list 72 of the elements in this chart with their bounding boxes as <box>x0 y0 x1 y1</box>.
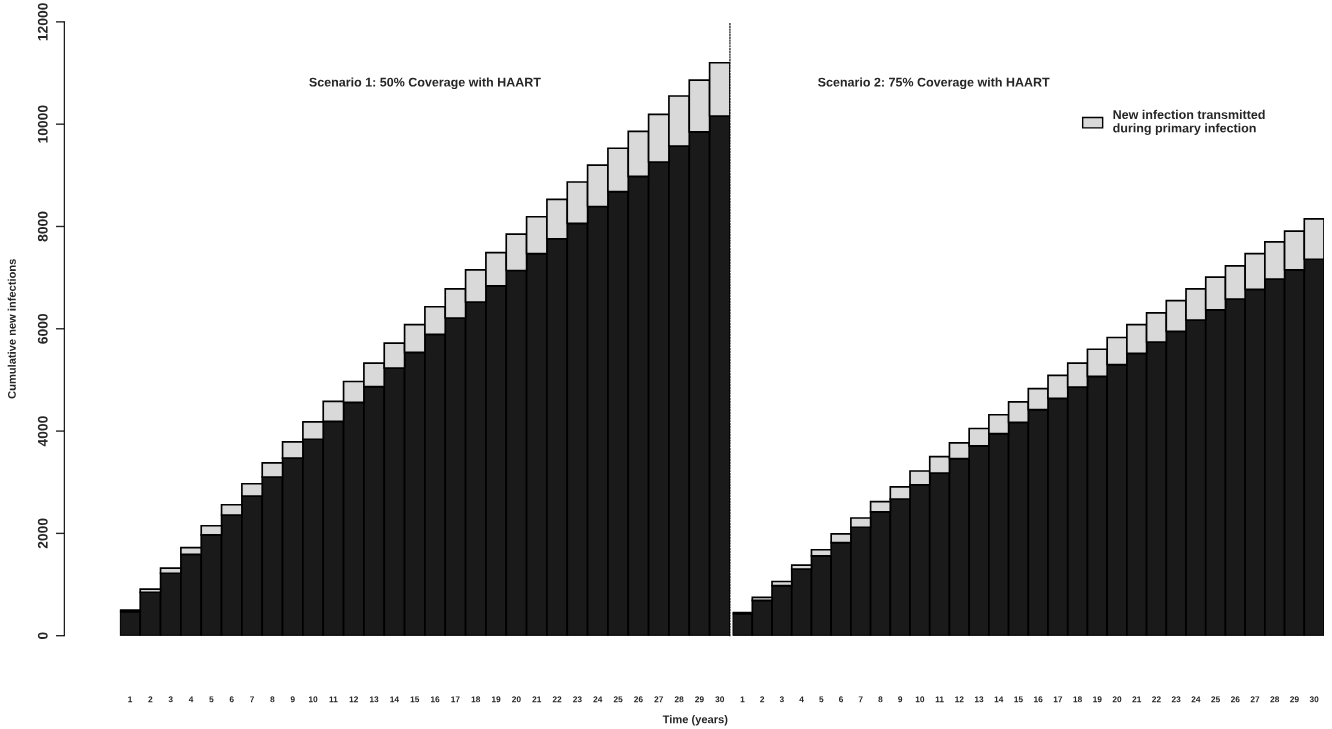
x-tick-label: 9 <box>898 696 903 703</box>
x-tick-label: 11 <box>329 696 338 703</box>
x-tick-label: 26 <box>634 696 643 703</box>
x-tick-label: 23 <box>573 696 582 703</box>
text: Scenario 2: 75% Coverage with HAART <box>818 77 1050 90</box>
x-tick-label: 25 <box>1211 696 1220 703</box>
x-tick-label: 2 <box>148 696 153 703</box>
x-tick-label: 4 <box>799 696 804 703</box>
x-tick-label: 18 <box>471 696 481 703</box>
x-tick-label: 13 <box>369 696 379 703</box>
x-tick-label: 15 <box>1014 696 1023 703</box>
x-tick-label: 10 <box>308 696 318 703</box>
x-tick-label: 21 <box>532 696 542 703</box>
x-tick-label: 26 <box>1230 696 1240 703</box>
x-tick-label: 12 <box>955 696 964 703</box>
x-tick-label: 29 <box>1290 696 1299 703</box>
x-tick-label: 20 <box>512 696 521 703</box>
x-tick-label: 9 <box>290 696 295 703</box>
x-tick-label: 23 <box>1171 696 1181 703</box>
text: Scenario 1: 50% Coverage with HAART <box>309 77 541 90</box>
x-tick-label: 16 <box>1034 696 1043 703</box>
x-tick-label: 7 <box>858 696 863 703</box>
x-tick-label: 8 <box>878 696 883 703</box>
x-tick-label: 28 <box>1270 696 1280 703</box>
x-tick-label: 20 <box>1112 696 1122 703</box>
x-tick-label: 12 <box>349 696 359 703</box>
x-tick-label: 10 <box>915 696 925 703</box>
y-tick-label: 2000 <box>37 518 48 549</box>
y-tick-label: 0 <box>37 632 48 639</box>
x-tick-label: 19 <box>1093 696 1102 703</box>
x-tick-label: 22 <box>552 696 562 703</box>
x-tick-label: 1 <box>128 696 133 703</box>
x-tick-label: 5 <box>209 696 214 703</box>
x-tick-label: 15 <box>410 696 420 703</box>
x-tick-label: 25 <box>613 696 623 703</box>
y-tick-label: 10000 <box>37 105 48 143</box>
x-tick-label: 11 <box>935 696 944 703</box>
legend-label: New infection transmitted during primary infection <box>1113 109 1265 136</box>
x-tick-label: 30 <box>1309 696 1319 703</box>
x-tick-label: 3 <box>168 696 173 703</box>
x-tick-label: 24 <box>593 696 603 703</box>
x-tick-label: 3 <box>779 696 784 703</box>
x-tick-label: 28 <box>674 696 684 703</box>
x-tick-label: 17 <box>1053 696 1063 703</box>
x-tick-label: 14 <box>994 696 1004 703</box>
x-tick-label: 6 <box>839 696 844 703</box>
x-axis-title: Time (years) <box>662 715 728 726</box>
x-tick-label: 7 <box>250 696 255 703</box>
x-tick-label: 8 <box>270 696 275 703</box>
x-tick-label: 6 <box>229 696 234 703</box>
y-tick-label: 12000 <box>37 3 48 41</box>
x-tick-label: 18 <box>1073 696 1082 703</box>
x-tick-label: 16 <box>430 696 440 703</box>
x-tick-label: 21 <box>1132 696 1142 703</box>
x-tick-label: 5 <box>819 696 824 703</box>
y-axis-title: Cumulative new infections <box>7 259 16 399</box>
y-tick-label: 4000 <box>37 416 48 447</box>
x-tick-label: 1 <box>740 696 745 703</box>
y-tick-label: 6000 <box>37 313 48 344</box>
x-tick-label: 22 <box>1152 696 1161 703</box>
x-tick-label: 27 <box>654 696 664 703</box>
x-tick-label: 27 <box>1250 696 1260 703</box>
x-tick-label: 2 <box>760 696 765 703</box>
x-tick-label: 29 <box>695 696 704 703</box>
x-tick-label: 24 <box>1191 696 1201 703</box>
x-tick-label: 17 <box>451 696 460 703</box>
y-tick-label: 8000 <box>37 211 48 242</box>
x-tick-label: 4 <box>188 696 194 703</box>
x-tick-label: 30 <box>715 696 725 703</box>
x-tick-label: 14 <box>390 696 399 703</box>
x-tick-label: 19 <box>491 696 501 703</box>
x-tick-label: 13 <box>974 696 984 703</box>
